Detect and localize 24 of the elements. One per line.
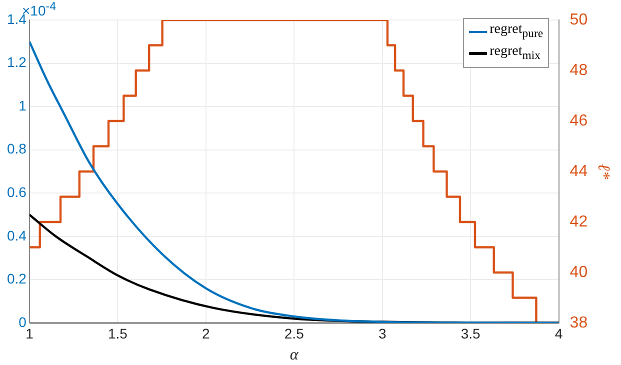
y2-tick-label: 38 <box>570 314 588 332</box>
x-tick-label: 3.5 <box>460 325 481 342</box>
y-tick-label: 0.6 <box>6 184 27 200</box>
y-tick-label: 0.8 <box>6 140 27 157</box>
y2-tick-label: 40 <box>570 264 588 281</box>
y2-tick-label: 50 <box>570 11 588 28</box>
y-tick-label: 1.2 <box>6 54 27 70</box>
y-tick-label: 0 <box>18 314 27 330</box>
y2-tick-label: 42 <box>570 213 588 230</box>
x-axis-title: α <box>290 346 299 364</box>
y-tick-label: 1 <box>18 97 27 114</box>
y-tick-label: 0.4 <box>6 227 27 244</box>
x-tick-label: 1.5 <box>108 325 128 342</box>
y2-tick-label: 46 <box>570 112 588 130</box>
x-tick-label: 3 <box>378 325 386 342</box>
y2-axis-title: ℓ* <box>594 164 614 180</box>
x-tick-label: 2 <box>202 325 210 342</box>
y-tick-label: 0.2 <box>6 270 27 287</box>
x-tick-label: 2.5 <box>284 325 304 342</box>
legend-label: regret$_{pure}$ <box>490 21 543 42</box>
x-tick-label: 4 <box>554 325 563 342</box>
y2-tick-label: 48 <box>570 62 588 79</box>
y2-tick-label: 44 <box>570 162 588 180</box>
legend-label: regret$_{mix}$ <box>490 42 540 64</box>
